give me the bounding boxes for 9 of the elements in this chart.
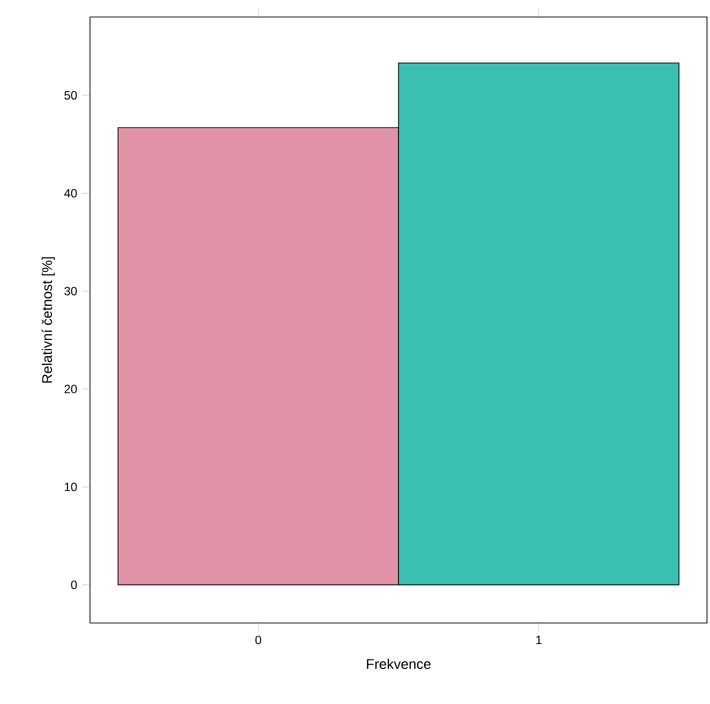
y-tick-label: 10: [64, 482, 77, 492]
y-tick-label: 0: [71, 580, 77, 590]
y-tick-label: 40: [64, 188, 77, 198]
y-tick-label: 50: [64, 91, 77, 100]
x-tick-label: 1: [536, 636, 542, 644]
y-tick-label: 20: [64, 384, 77, 394]
y-tick-label: 30: [64, 286, 77, 296]
y-axis-title: Relativní četnost [%]: [42, 257, 55, 383]
x-axis-title: Frekvence: [366, 658, 431, 669]
